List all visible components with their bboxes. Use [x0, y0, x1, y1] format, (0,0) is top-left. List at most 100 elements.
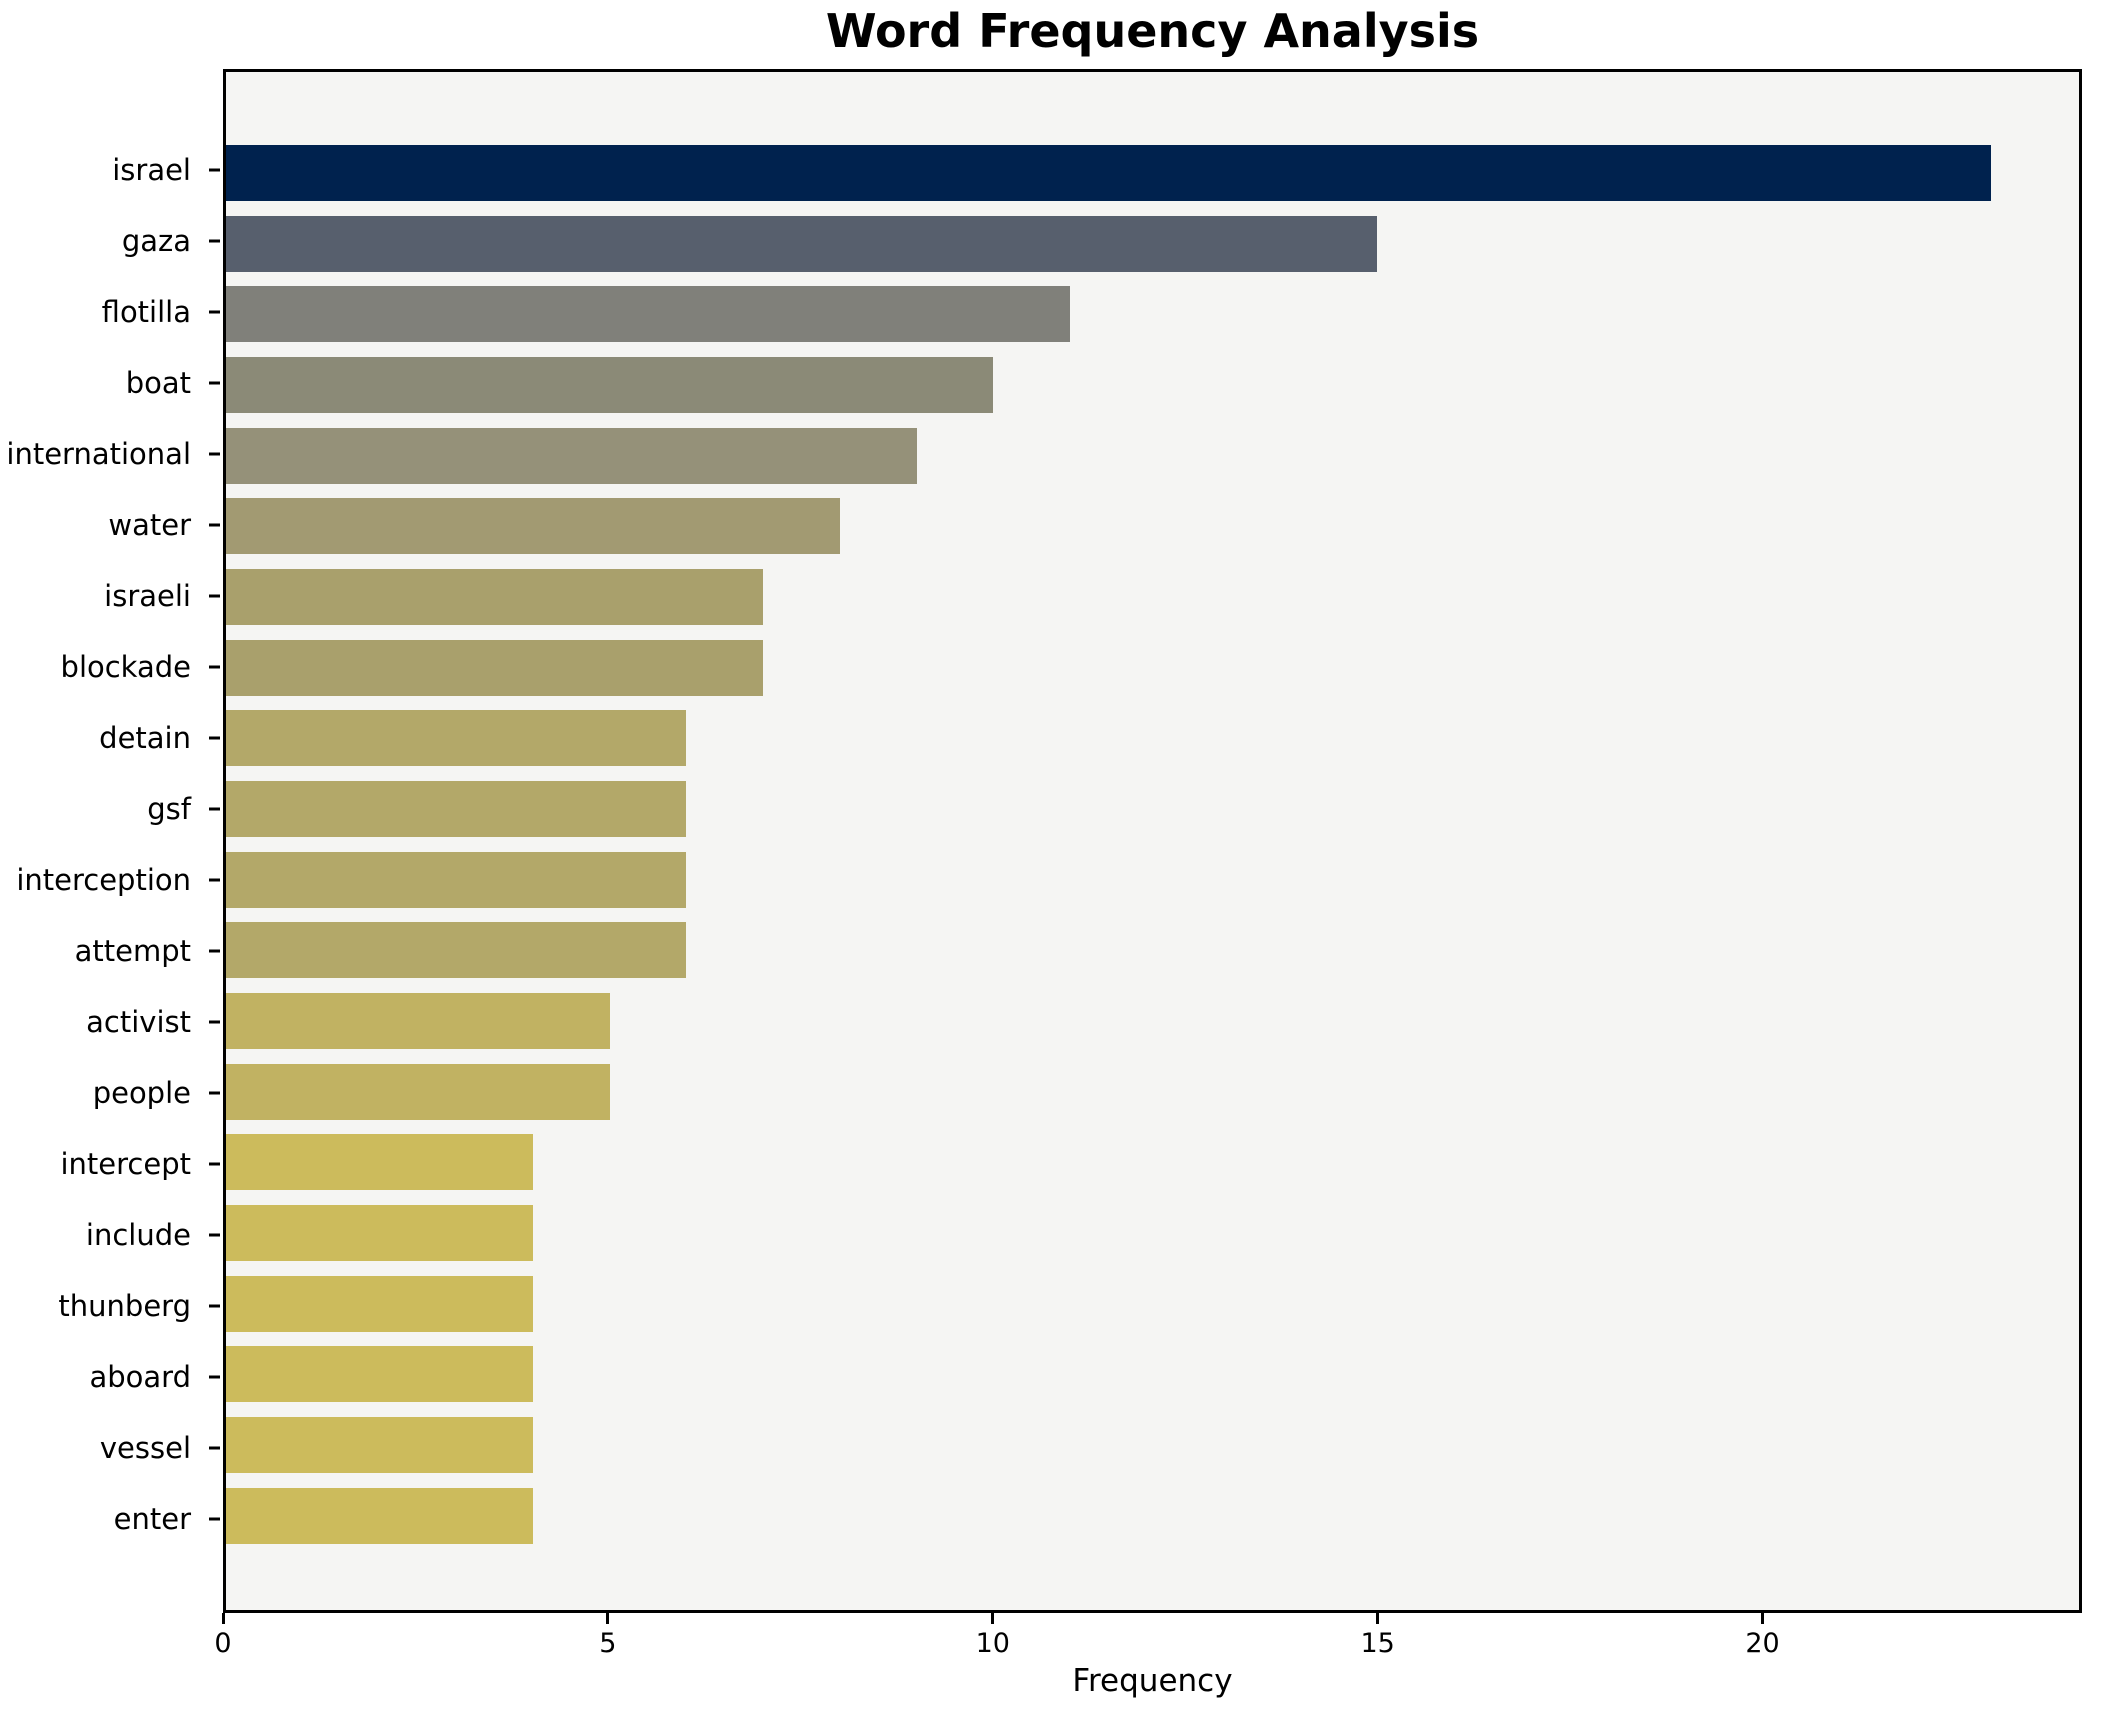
bar-boat	[226, 357, 994, 414]
x-axis: 0 5 10 15 20	[214, 1610, 2082, 1690]
y-tick-mark	[209, 949, 220, 953]
y-label-row-flotilla: flotilla	[0, 284, 223, 340]
x-tick-mark	[606, 1613, 610, 1624]
y-label-row-attempt: attempt	[0, 923, 223, 979]
bar-detain	[226, 710, 687, 767]
y-tick-label-intercept: intercept	[60, 1147, 192, 1181]
y-tick-mark	[209, 310, 220, 314]
y-tick-mark	[209, 1162, 220, 1166]
bar-row-israeli	[226, 569, 2079, 626]
bar-gsf	[226, 781, 687, 838]
y-label-row-boat: boat	[0, 355, 223, 411]
y-tick-mark	[209, 239, 220, 243]
y-label-row-israel: israel	[0, 142, 223, 198]
y-tick-mark	[209, 1446, 220, 1450]
bar-row-thunberg	[226, 1275, 2079, 1332]
y-label-row-water: water	[0, 497, 223, 553]
y-tick-label-activist: activist	[86, 1005, 191, 1039]
y-tick-label-people: people	[92, 1076, 191, 1110]
bar-international	[226, 427, 917, 484]
y-label-row-interception: interception	[0, 852, 223, 908]
y-tick-mark	[209, 736, 220, 740]
bar-row-vessel	[226, 1417, 2079, 1474]
bar-attempt	[226, 922, 687, 979]
plot-area	[223, 69, 2082, 1613]
bar-intercept	[226, 1134, 533, 1191]
x-tick-mark	[221, 1613, 225, 1624]
bar-row-international	[226, 427, 2079, 484]
x-tick-mark	[991, 1613, 995, 1624]
y-label-row-vessel: vessel	[0, 1420, 223, 1476]
bar-activist	[226, 993, 610, 1050]
bar-row-detain	[226, 710, 2079, 767]
bar-row-israel	[226, 145, 2079, 201]
y-tick-label-israel: israel	[112, 153, 191, 187]
y-tick-mark	[209, 452, 220, 456]
bar-enter	[226, 1487, 533, 1544]
x-tick-label: 15	[1360, 1628, 1395, 1659]
y-tick-label-water: water	[108, 508, 191, 542]
bar-row-people	[226, 1063, 2079, 1120]
bar-israel	[226, 145, 1991, 201]
bar-vessel	[226, 1417, 533, 1474]
bar-include	[226, 1205, 533, 1262]
y-tick-label-international: international	[6, 437, 191, 471]
y-label-row-include: include	[0, 1207, 223, 1263]
bar-water	[226, 498, 840, 555]
y-tick-mark	[209, 1233, 220, 1237]
y-tick-mark	[209, 1091, 220, 1095]
bar-flotilla	[226, 286, 1071, 343]
y-tick-label-flotilla: flotilla	[101, 295, 191, 329]
y-tick-label-include: include	[85, 1218, 191, 1252]
y-tick-mark	[209, 665, 220, 669]
y-label-row-israeli: israeli	[0, 568, 223, 624]
bars-region	[226, 145, 2079, 1544]
bar-people	[226, 1063, 610, 1120]
y-tick-mark	[209, 1375, 220, 1379]
bar-interception	[226, 851, 687, 908]
chart-title: Word Frequency Analysis	[825, 4, 1480, 58]
y-tick-label-gsf: gsf	[147, 792, 191, 826]
y-tick-mark	[209, 807, 220, 811]
y-tick-label-aboard: aboard	[89, 1360, 191, 1394]
y-tick-mark	[209, 594, 220, 598]
y-label-row-thunberg: thunberg	[0, 1278, 223, 1334]
y-tick-mark	[209, 1020, 220, 1024]
y-tick-label-interception: interception	[16, 863, 191, 897]
y-label-row-blockade: blockade	[0, 639, 223, 695]
x-tick-label: 20	[1745, 1628, 1780, 1659]
y-label-row-activist: activist	[0, 994, 223, 1050]
bar-aboard	[226, 1346, 533, 1403]
bar-blockade	[226, 639, 764, 696]
bar-row-water	[226, 498, 2079, 555]
y-label-row-gaza: gaza	[0, 213, 223, 269]
x-tick-label: 10	[975, 1628, 1010, 1659]
y-tick-mark	[209, 381, 220, 385]
y-tick-mark	[209, 523, 220, 527]
bar-thunberg	[226, 1275, 533, 1332]
x-tick-mark	[1376, 1613, 1380, 1624]
bar-row-blockade	[226, 639, 2079, 696]
y-tick-label-israeli: israeli	[104, 579, 191, 613]
bar-gaza	[226, 215, 1377, 272]
bar-row-aboard	[226, 1346, 2079, 1403]
bar-row-include	[226, 1205, 2079, 1262]
bar-row-enter	[226, 1487, 2079, 1544]
y-label-row-intercept: intercept	[0, 1136, 223, 1192]
y-label-row-detain: detain	[0, 710, 223, 766]
x-tick-label: 0	[214, 1628, 232, 1659]
y-label-row-people: people	[0, 1065, 223, 1121]
bar-israeli	[226, 569, 764, 626]
y-tick-mark	[209, 878, 220, 882]
y-tick-label-vessel: vessel	[99, 1431, 191, 1465]
y-tick-label-enter: enter	[113, 1502, 191, 1536]
bar-row-gsf	[226, 781, 2079, 838]
bar-row-attempt	[226, 922, 2079, 979]
x-axis-title: Frequency	[1072, 1663, 1233, 1699]
y-tick-label-attempt: attempt	[74, 934, 191, 968]
x-tick-mark	[1761, 1613, 1765, 1624]
y-tick-mark	[209, 1517, 220, 1521]
bar-row-gaza	[226, 215, 2079, 272]
y-label-row-gsf: gsf	[0, 781, 223, 837]
